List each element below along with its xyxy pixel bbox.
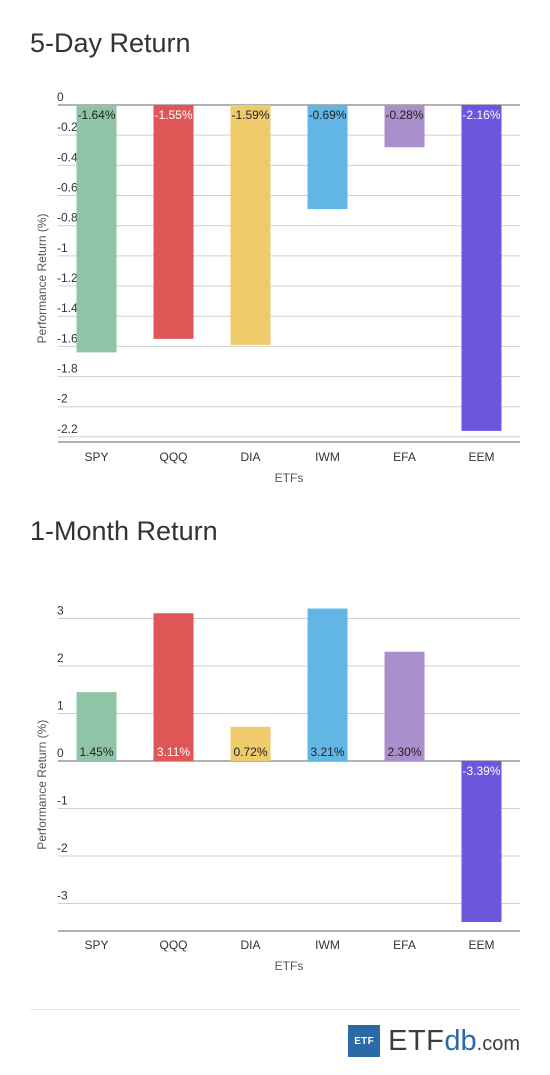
bar-qqq xyxy=(153,105,194,339)
x-tick-label: DIA xyxy=(240,450,260,464)
y-tick-label: 0 xyxy=(57,90,64,104)
x-tick-label: IWM xyxy=(315,938,340,952)
y-tick-label: 0 xyxy=(57,746,64,760)
y-tick-label: -1.4 xyxy=(57,301,78,315)
y-tick-label: -1 xyxy=(57,241,68,255)
data-label-spy: -1.64% xyxy=(77,108,115,122)
x-tick-label: EEM xyxy=(468,938,494,952)
bar-efa xyxy=(384,105,425,148)
data-label-efa: -0.28% xyxy=(385,108,423,122)
bar-eem xyxy=(461,105,502,431)
x-tick-label: QQQ xyxy=(159,938,187,952)
chart-title-5day: 5-Day Return xyxy=(30,28,191,58)
y-tick-label: -0.6 xyxy=(57,181,78,195)
y-tick-label: 3 xyxy=(57,604,64,618)
x-tick-label: SPY xyxy=(84,938,108,952)
y-tick-label: -1.6 xyxy=(57,331,78,345)
y-axis-title: Performance Return (%) xyxy=(35,720,49,850)
bar-efa xyxy=(384,651,425,761)
data-label-qqq: -1.55% xyxy=(154,108,192,122)
y-tick-label: 1 xyxy=(57,699,64,713)
x-axis-title: ETFs xyxy=(275,471,304,485)
data-label-eem: -2.16% xyxy=(462,108,500,122)
y-tick-label: 2 xyxy=(57,651,64,665)
etfdb-logo-db: db xyxy=(444,1024,477,1057)
chart-5day: 0 -0.2 -0.4 -0.6 -0.8 -1 -1.2 -1.4 -1.6 -1.8 -2 -2.… xyxy=(35,90,520,485)
bar-spy xyxy=(76,692,117,761)
data-label-iwm: 3.21% xyxy=(310,745,344,759)
footer-divider xyxy=(30,1009,520,1010)
x-tick-label: EEM xyxy=(468,450,494,464)
x-tick-label: SPY xyxy=(84,450,108,464)
x-tick-label: EFA xyxy=(393,938,416,952)
data-label-iwm: -0.69% xyxy=(308,108,346,122)
chart-1month: 3 2 1 0 -1 -2 -3 1.45% SPY 3.11% QQQ 0.72% DIA 3.21% I… xyxy=(35,604,520,973)
data-label-qqq: 3.11% xyxy=(157,745,190,759)
etfdb-logo-com: .com xyxy=(476,1033,520,1055)
y-tick-label: -2 xyxy=(57,392,68,406)
bar-dia xyxy=(230,726,271,761)
x-tick-label: QQQ xyxy=(159,450,187,464)
y-tick-label: -1 xyxy=(57,794,68,808)
bar-dia xyxy=(230,105,271,345)
bar-iwm xyxy=(307,608,348,761)
etfdb-logo[interactable]: ETF ETF db .com xyxy=(348,1025,520,1057)
y-tick-label: -1.2 xyxy=(57,271,78,285)
y-tick-label: -2.2 xyxy=(57,422,78,436)
data-label-eem: -3.39% xyxy=(462,764,500,778)
y-tick-label: -2 xyxy=(57,841,68,855)
y-tick-label: -0.4 xyxy=(57,150,78,164)
bar-eem xyxy=(461,761,502,923)
etfdb-logo-etf: ETF xyxy=(388,1024,445,1057)
bar-spy xyxy=(76,105,117,353)
y-tick-label: -1.8 xyxy=(57,362,78,376)
data-label-efa: 2.30% xyxy=(387,745,421,759)
bar-iwm xyxy=(307,105,348,210)
x-tick-label: IWM xyxy=(315,450,340,464)
y-tick-label: -0.8 xyxy=(57,211,78,225)
x-tick-label: DIA xyxy=(240,938,260,952)
etfdb-logo-box: ETF xyxy=(348,1025,381,1057)
y-axis-title: Performance Return (%) xyxy=(35,213,49,343)
x-tick-label: EFA xyxy=(393,450,416,464)
y-tick-label: -3 xyxy=(57,889,68,903)
data-label-spy: 1.45% xyxy=(79,745,113,759)
x-axis-title: ETFs xyxy=(275,959,304,973)
y-tick-label: -0.2 xyxy=(57,120,78,134)
data-label-dia: -1.59% xyxy=(231,108,269,122)
data-label-dia: 0.72% xyxy=(233,745,267,759)
chart-title-1month: 1-Month Return xyxy=(30,516,218,546)
bar-qqq xyxy=(153,613,194,761)
